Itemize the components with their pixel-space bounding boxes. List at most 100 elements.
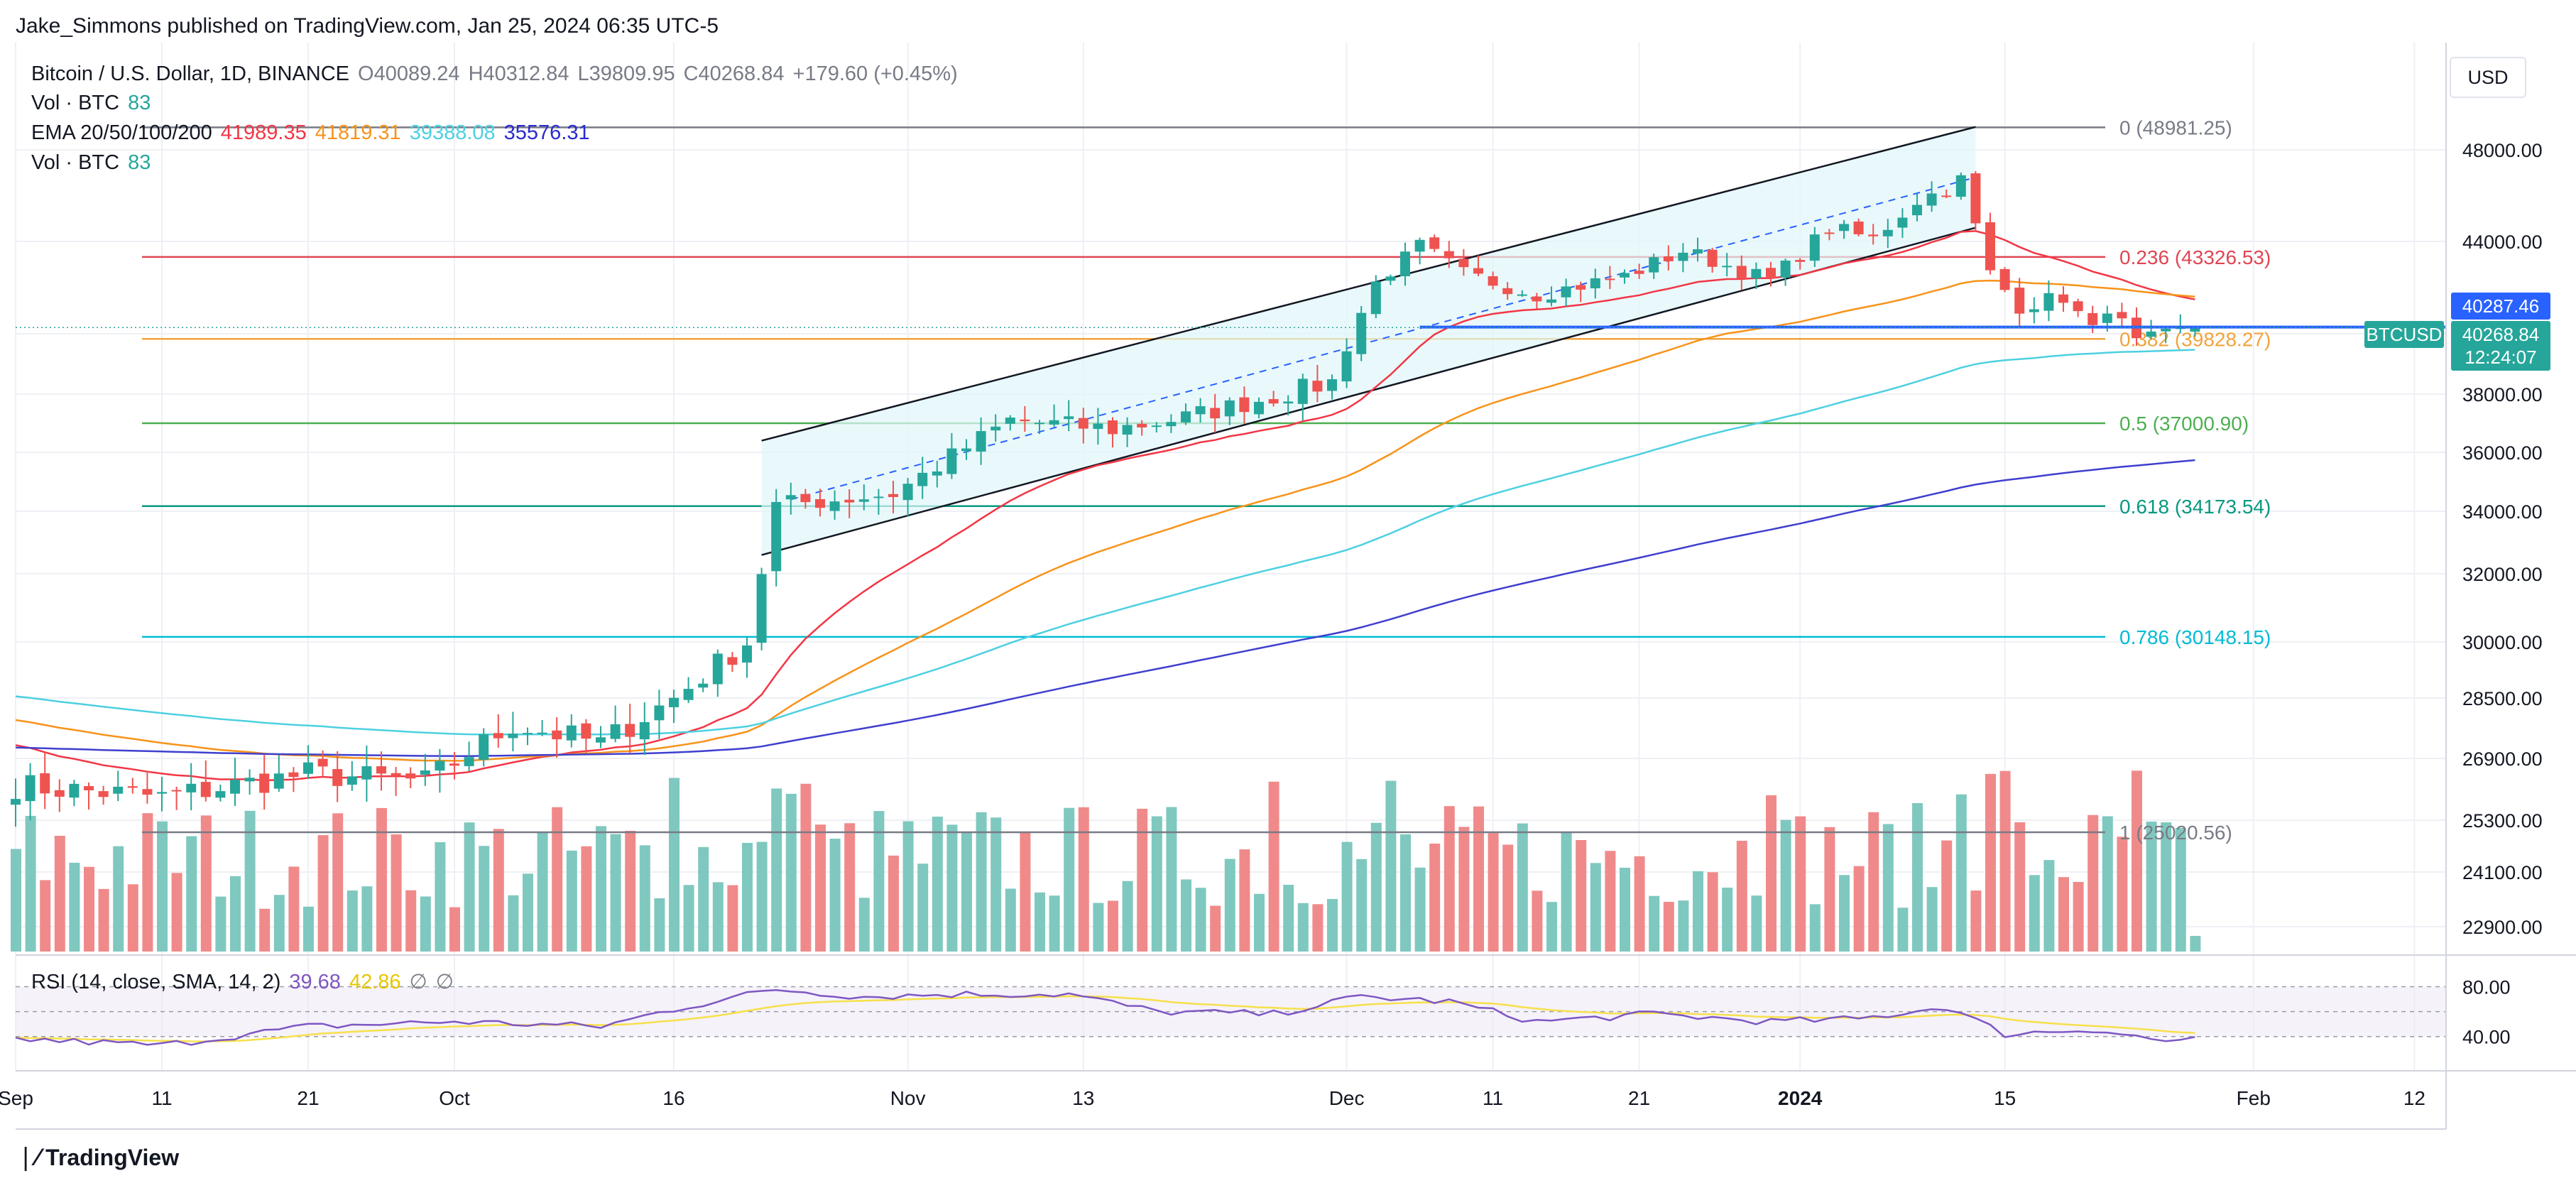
volume-bar [273, 895, 285, 952]
volume-bar [69, 862, 80, 952]
candle-body [142, 789, 153, 795]
candle-body [1239, 397, 1250, 413]
volume-bar [639, 845, 650, 952]
symbol-tag[interactable]: BTCUSD [2364, 321, 2444, 348]
volume-bar [1414, 867, 1426, 952]
volume-bar [1722, 887, 1733, 952]
volume-bar [1166, 807, 1177, 952]
change-value: +179.60 (+0.45%) [792, 62, 958, 85]
candle-body [1605, 278, 1615, 280]
regression-channel[interactable] [761, 126, 1976, 556]
candle-body [683, 689, 694, 700]
volume-bar [829, 839, 841, 952]
channel-upper [761, 126, 1976, 442]
volume-bar [405, 890, 417, 952]
volume-bar [625, 830, 636, 952]
volume-bar [610, 834, 621, 952]
candle-body [829, 501, 840, 511]
ema200-line [15, 459, 2195, 757]
volume-bar [1108, 900, 1118, 952]
volume-bar [1210, 905, 1221, 952]
volume-bar [888, 855, 899, 952]
candle-body [1985, 222, 1995, 271]
candle-body [1078, 418, 1088, 429]
time-tick-label: 11 [1483, 1087, 1503, 1109]
candle-body [1868, 234, 1879, 236]
ema50-value: 41819.31 [315, 121, 401, 144]
candle-body [596, 737, 606, 743]
candle-body [2043, 293, 2054, 311]
time-tick-label: 2024 [1778, 1087, 1823, 1109]
candle-body [1414, 239, 1425, 252]
volume-bar [84, 866, 94, 952]
candle-body [259, 773, 270, 793]
fib-label: 0 (48981.25) [2119, 116, 2232, 138]
candle-body [1795, 260, 1806, 262]
candle-body [2117, 312, 2127, 319]
candle-body [610, 724, 621, 739]
candle-body [391, 773, 401, 776]
time-tick-label: 12 [2403, 1087, 2425, 1109]
candle-body [11, 799, 21, 805]
candle-body [479, 734, 489, 761]
candle-body [800, 494, 811, 503]
candle-body [1254, 401, 1264, 415]
candle-body [990, 426, 1001, 431]
candle-body [1912, 205, 1922, 216]
currency-button[interactable]: USD [2450, 57, 2526, 98]
price-tick-label: 22900.00 [2462, 917, 2543, 938]
volume-bar [523, 873, 533, 952]
rsi-value: 39.68 [289, 971, 341, 993]
volume-bar [361, 886, 373, 952]
volume-bar [2117, 836, 2128, 952]
volume-bar [1809, 904, 1821, 952]
candle-body [1897, 217, 1908, 228]
volume-bar [1707, 872, 1718, 952]
volume-bar [230, 876, 241, 952]
candle-body [157, 792, 167, 794]
tradingview-logo[interactable]: ❘⁄ TradingView [16, 1144, 180, 1171]
fibonacci-levels[interactable]: 0 (48981.25)0.236 (43326.53)0.382 (39828… [142, 116, 2271, 844]
time-tick-label: 21 [297, 1087, 319, 1109]
candle-body [2058, 294, 2068, 303]
candle-body [69, 783, 80, 798]
volume-bar [2058, 877, 2069, 952]
horizontal-price-line[interactable] [16, 325, 2446, 329]
volume-bar [113, 846, 124, 952]
volume-bar [1400, 834, 1411, 952]
volume-bar [1546, 902, 1557, 952]
candle-body [1488, 276, 1498, 286]
candle-body [1693, 249, 1703, 254]
volume-bar [2073, 882, 2084, 952]
rsi-legend[interactable]: RSI (14, close, SMA, 14, 2) 39.68 42.86 ∅ ∅ [31, 971, 454, 993]
volume-bar [1985, 773, 1996, 952]
volume-bar [1195, 888, 1206, 952]
volume-bar [317, 835, 329, 952]
volume-bar [1590, 863, 1601, 952]
volume-bar [873, 811, 885, 952]
volume-bar [1122, 881, 1133, 952]
candle-body [932, 471, 942, 476]
candle-body [2190, 327, 2200, 332]
ema-legend[interactable]: EMA 20/50/100/200 41989.35 41819.31 39388.0… [31, 121, 590, 144]
volume-bar [391, 834, 402, 952]
candle-body [1181, 411, 1191, 423]
candle-body [171, 790, 182, 792]
candle-body [2029, 309, 2039, 312]
volume-value: 83 [128, 92, 151, 114]
volume-bar [669, 778, 680, 952]
volume-legend-2[interactable]: Vol · BTC 83 [31, 151, 151, 174]
candle-body [317, 758, 328, 767]
channel-fill [761, 126, 1976, 555]
volume-bar [171, 873, 182, 952]
last-price-badge: 40268.84 12:24:07 [2451, 321, 2550, 371]
main-legend[interactable]: Bitcoin / U.S. Dollar, 1D, BINANCE O40089… [31, 62, 958, 85]
candle-body [346, 776, 357, 785]
candle-body [1546, 299, 1556, 303]
volume-bar [858, 898, 870, 952]
volume-legend[interactable]: Vol · BTC 83 [31, 92, 151, 114]
candle-body [1122, 425, 1133, 435]
open-value: 40089.24 [373, 62, 460, 85]
candle-body [1210, 408, 1221, 419]
